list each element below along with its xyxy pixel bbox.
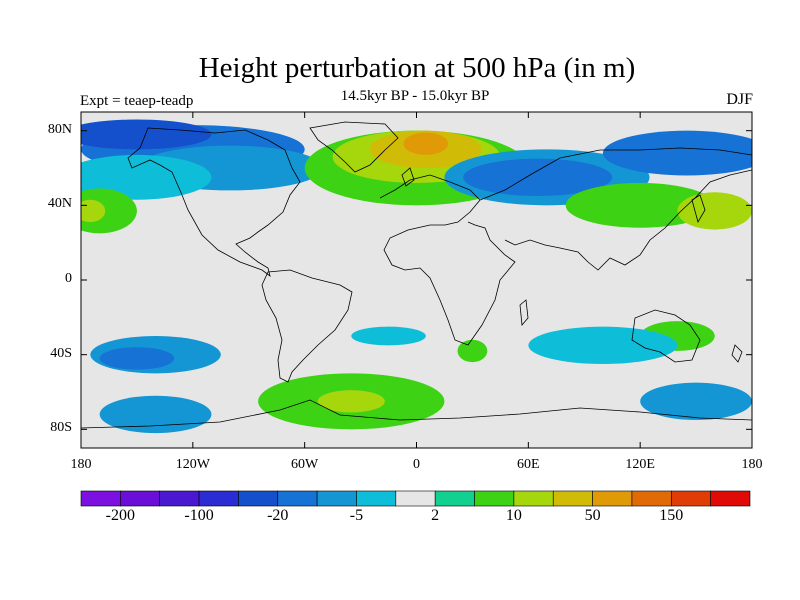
lon-label-4: 60E (517, 457, 540, 472)
lon-label-5: 120E (625, 457, 655, 472)
colorbar-label-0: -200 (105, 507, 135, 524)
lat-label-2: 0 (65, 271, 72, 286)
colorbar-swatch-3 (198, 490, 239, 507)
coastline-madagascar (519, 299, 529, 326)
coastline-antarctica (81, 399, 752, 429)
axis-ticks (80, 112, 753, 448)
height-perturbation-field (81, 119, 752, 434)
colorbar-swatch-7 (356, 490, 397, 507)
coastline-north-america (127, 127, 301, 277)
field-contour-9 (403, 132, 449, 155)
coastline-new-zealand (731, 344, 743, 363)
lon-label-0: 180 (70, 457, 92, 472)
colorbar-swatch-0 (80, 490, 121, 507)
lon-label-2: 60W (291, 457, 319, 472)
colorbar-swatch-2 (159, 490, 200, 507)
colorbar-swatch-5 (277, 490, 318, 507)
lat-label-0: 80N (47, 121, 72, 137)
field-contour-16 (528, 326, 678, 365)
field-contour-12 (602, 130, 752, 176)
field-contour-21 (351, 326, 426, 346)
season-label: DJF (726, 91, 753, 108)
field-contour-1 (81, 119, 212, 150)
colorbar (80, 490, 751, 507)
lat-label-4: 80S (50, 420, 72, 436)
colorbar-swatch-9 (434, 490, 475, 507)
colorbar-swatch-8 (395, 490, 436, 507)
field-contour-18 (99, 347, 175, 370)
field-contour-5 (81, 199, 106, 223)
colorbar-label-1: -100 (184, 507, 214, 524)
colorbar-label-2: -20 (267, 507, 289, 524)
colorbar-swatch-10 (474, 490, 515, 507)
colorbar-label-6: 50 (584, 507, 601, 524)
field-contour-23 (640, 382, 752, 421)
field-contour-24 (99, 395, 212, 434)
map-title: Height perturbation at 500 hPa (in m) (198, 52, 636, 84)
field-contour-13 (565, 182, 715, 228)
colorbar-swatch-6 (316, 490, 357, 507)
colorbar-label-4: 2 (431, 507, 440, 524)
coastline-greenland (309, 121, 399, 173)
field-contour-20 (317, 390, 385, 413)
coastline-asia (479, 147, 752, 271)
colorbar-label-7: 150 (659, 507, 684, 524)
map-subtitle: 14.5kyr BP - 15.0kyr BP (340, 88, 490, 104)
coastlines (81, 121, 752, 429)
lat-label-1: 40N (47, 196, 72, 212)
lon-label-3: 0 (413, 457, 420, 472)
colorbar-swatch-14 (631, 490, 672, 507)
field-contour-11 (463, 158, 613, 196)
colorbar-swatch-16 (710, 490, 751, 507)
colorbar-label-5: 10 (505, 507, 522, 524)
lon-label-6: 180 (741, 457, 763, 472)
experiment-label: Expt = teaep-teadp (80, 93, 194, 109)
lat-label-3: 40S (50, 345, 72, 361)
colorbar-label-3: -5 (349, 507, 364, 524)
colorbar-swatch-11 (513, 490, 554, 507)
colorbar-swatch-12 (552, 490, 593, 507)
colorbar-swatch-13 (592, 490, 633, 507)
field-contour-22 (457, 339, 488, 363)
colorbar-swatch-15 (670, 490, 711, 507)
coastline-british-isles (401, 167, 415, 187)
coastline-europe-africa (379, 174, 516, 346)
field-contour-4 (81, 188, 137, 234)
lon-label-1: 120W (175, 457, 210, 472)
colorbar-swatch-1 (120, 490, 161, 507)
coastline-south-america (261, 269, 353, 383)
colorbar-swatch-4 (238, 490, 279, 507)
coastline-japan (691, 194, 706, 224)
field-contour-14 (677, 192, 752, 230)
coastline-australia (631, 309, 701, 363)
